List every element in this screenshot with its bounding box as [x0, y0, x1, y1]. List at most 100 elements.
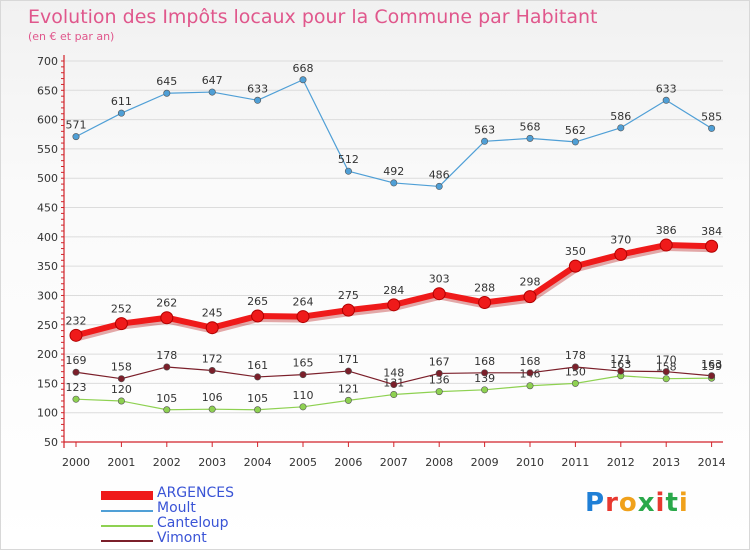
y-tick-label: 700	[37, 55, 58, 68]
data-point-canteloup	[299, 403, 307, 411]
x-tick-label: 2004	[244, 456, 272, 469]
y-tick-label: 550	[37, 143, 58, 156]
data-point-vimont	[208, 366, 216, 374]
x-tick-label: 2013	[652, 456, 680, 469]
data-point-canteloup	[163, 406, 171, 414]
data-point-vimont	[117, 375, 125, 383]
data-label-canteloup: 150	[565, 365, 586, 378]
data-point-canteloup	[254, 406, 262, 414]
data-point-moult	[117, 109, 125, 117]
data-point-canteloup	[390, 391, 398, 399]
x-tick-label: 2009	[471, 456, 499, 469]
x-tick-label: 2001	[107, 456, 135, 469]
data-label-argences: 303	[429, 273, 450, 286]
legend-label: Vimont	[157, 530, 207, 546]
legend-swatch	[101, 491, 153, 500]
data-point-moult	[72, 133, 80, 141]
x-tick-label: 2011	[561, 456, 589, 469]
data-point-vimont	[662, 368, 670, 376]
data-label-moult: 611	[111, 95, 132, 108]
data-point-canteloup	[571, 379, 579, 387]
data-label-argences: 262	[156, 297, 177, 310]
data-point-moult	[481, 137, 489, 145]
data-point-moult	[526, 134, 534, 142]
data-label-canteloup: 123	[66, 381, 87, 394]
legend-label: ARGENCES	[157, 485, 234, 501]
data-label-argences: 386	[656, 224, 677, 237]
data-point-argences	[478, 295, 492, 309]
data-label-canteloup: 136	[429, 374, 450, 387]
data-label-moult: 645	[156, 75, 177, 88]
data-point-argences	[205, 321, 219, 335]
data-label-canteloup: 110	[293, 389, 314, 402]
data-label-argences: 245	[202, 307, 223, 320]
data-label-moult: 563	[474, 123, 495, 136]
data-point-moult	[662, 96, 670, 104]
chart-title: Evolution des Impôts locaux pour la Comm…	[28, 6, 598, 28]
data-point-canteloup	[481, 386, 489, 394]
data-label-argences: 265	[247, 295, 268, 308]
proxiti-logo: Proxiti	[585, 488, 689, 518]
y-tick-label: 500	[37, 172, 58, 185]
data-label-canteloup: 120	[111, 383, 132, 396]
logo-letter: i	[678, 488, 689, 518]
data-point-vimont	[254, 373, 262, 381]
data-label-argences: 350	[565, 245, 586, 258]
data-point-canteloup	[208, 405, 216, 413]
x-tick-label: 2002	[153, 456, 181, 469]
data-label-argences: 264	[293, 296, 314, 309]
x-tick-label: 2008	[425, 456, 453, 469]
data-label-moult: 633	[247, 82, 268, 95]
data-point-canteloup	[72, 395, 80, 403]
data-label-argences: 298	[520, 276, 541, 289]
logo-letter: t	[665, 488, 679, 518]
data-point-vimont	[163, 363, 171, 371]
data-point-moult	[708, 124, 716, 132]
y-tick-label: 50	[44, 436, 58, 449]
data-label-argences: 288	[474, 281, 495, 294]
data-label-vimont: 178	[565, 349, 586, 362]
data-label-canteloup: 121	[338, 382, 359, 395]
data-label-canteloup: 105	[156, 392, 177, 405]
data-point-vimont	[344, 367, 352, 375]
legend-swatch	[101, 525, 153, 527]
data-point-moult	[435, 182, 443, 190]
data-label-moult: 562	[565, 124, 586, 137]
data-point-moult	[208, 88, 216, 96]
data-label-vimont: 171	[610, 353, 631, 366]
data-point-moult	[571, 138, 579, 146]
legend-label: Canteloup	[157, 515, 229, 531]
data-point-argences	[160, 311, 174, 325]
data-point-argences	[341, 303, 355, 317]
data-label-canteloup: 163	[610, 358, 631, 371]
data-label-vimont: 172	[202, 352, 223, 365]
data-point-canteloup	[344, 396, 352, 404]
legend-label: Moult	[157, 500, 196, 516]
data-label-vimont: 168	[520, 355, 541, 368]
data-label-argences: 370	[610, 233, 631, 246]
data-label-vimont: 167	[429, 355, 450, 368]
data-point-argences	[659, 238, 673, 252]
y-tick-label: 350	[37, 260, 58, 273]
data-point-moult	[344, 167, 352, 175]
data-label-argences: 252	[111, 303, 132, 316]
x-tick-label: 2006	[334, 456, 362, 469]
data-label-moult: 571	[66, 119, 87, 132]
data-point-vimont	[72, 368, 80, 376]
data-label-moult: 492	[383, 165, 404, 178]
x-tick-label: 2003	[198, 456, 226, 469]
x-tick-label: 2005	[289, 456, 317, 469]
data-label-vimont: 171	[338, 353, 359, 366]
chart-subtitle: (en € et par an)	[28, 30, 115, 43]
data-label-vimont: 161	[247, 359, 268, 372]
data-point-moult	[390, 179, 398, 187]
data-point-argences	[296, 310, 310, 324]
data-point-vimont	[708, 372, 716, 380]
y-tick-label: 450	[37, 202, 58, 215]
y-tick-label: 650	[37, 84, 58, 97]
data-point-argences	[69, 328, 83, 342]
data-label-vimont: 158	[111, 361, 132, 374]
data-point-argences	[387, 298, 401, 312]
logo-letter: i	[655, 488, 666, 518]
